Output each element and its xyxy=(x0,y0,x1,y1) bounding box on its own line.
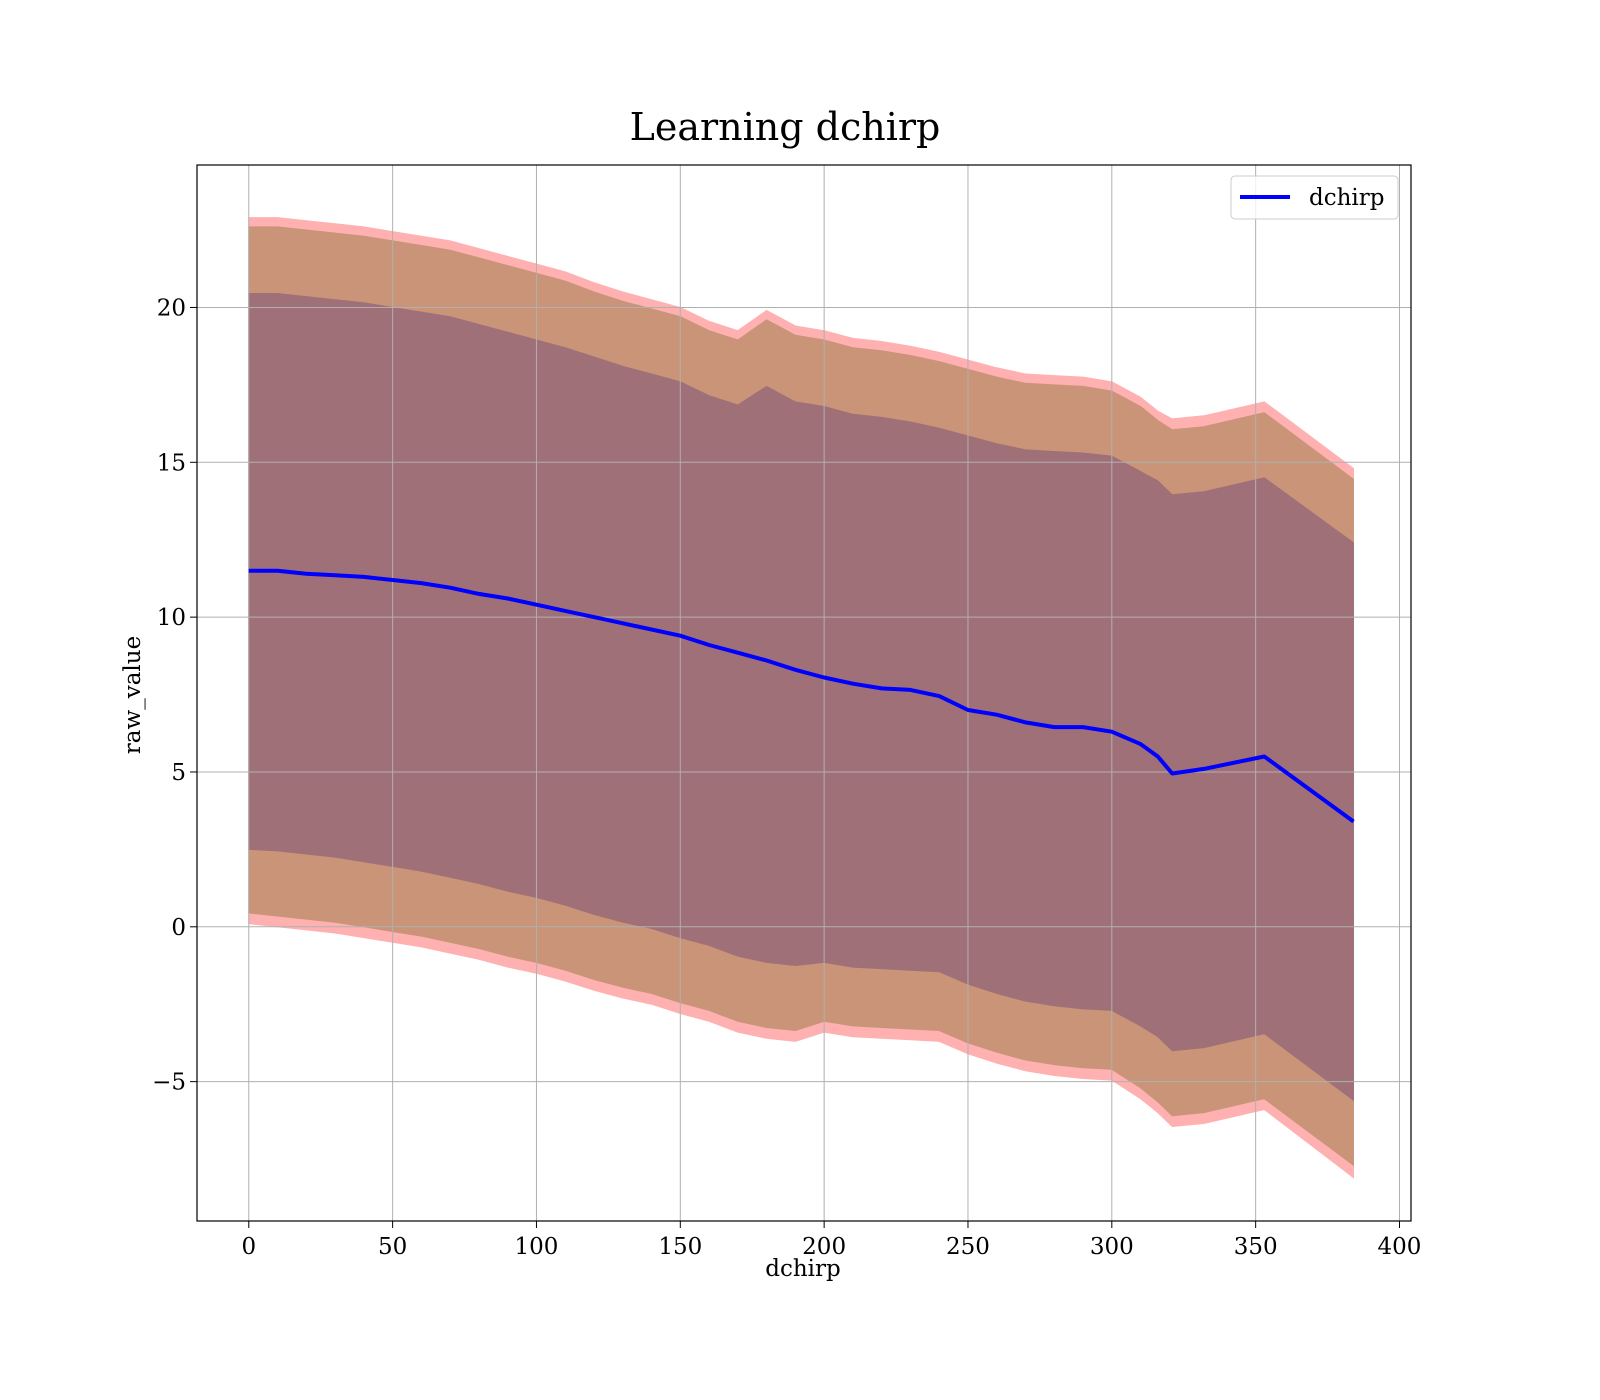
y-tick-label: −5 xyxy=(152,1070,186,1096)
y-axis-label: raw_value xyxy=(120,636,146,754)
plot-area: 0 50 100 150 200 250 300 350 400 −5 0 5 10 15 20 xyxy=(152,164,1422,1260)
x-tick-label: 200 xyxy=(802,1234,846,1260)
x-tick-label: 350 xyxy=(1234,1234,1278,1260)
band-inner xyxy=(248,293,1354,1102)
x-tick-label: 400 xyxy=(1378,1234,1422,1260)
y-tick-label: 15 xyxy=(157,450,186,476)
x-tick-label: 300 xyxy=(1090,1234,1134,1260)
axes-frame xyxy=(196,164,1412,1222)
legend-frame xyxy=(1230,175,1399,220)
x-tick-label: 250 xyxy=(946,1234,990,1260)
legend: dchirp xyxy=(1230,175,1399,220)
chart-title: Learning dchirp xyxy=(630,105,941,149)
legend-label-dchirp: dchirp xyxy=(1309,185,1385,211)
x-tick-label: 50 xyxy=(378,1234,407,1260)
y-tick-label: 0 xyxy=(171,915,186,941)
x-tick-label: 0 xyxy=(241,1234,256,1260)
series-line-dchirp xyxy=(248,568,1355,824)
y-tick-label: 20 xyxy=(157,295,186,321)
y-tick-label: 5 xyxy=(171,760,186,786)
x-tick-label: 150 xyxy=(658,1234,702,1260)
x-tick-label: 100 xyxy=(515,1234,559,1260)
y-tick-label: 10 xyxy=(157,605,186,631)
x-axis-label: dchirp xyxy=(765,1256,841,1282)
